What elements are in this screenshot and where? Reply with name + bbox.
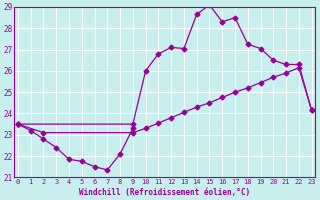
X-axis label: Windchill (Refroidissement éolien,°C): Windchill (Refroidissement éolien,°C)	[79, 188, 250, 197]
